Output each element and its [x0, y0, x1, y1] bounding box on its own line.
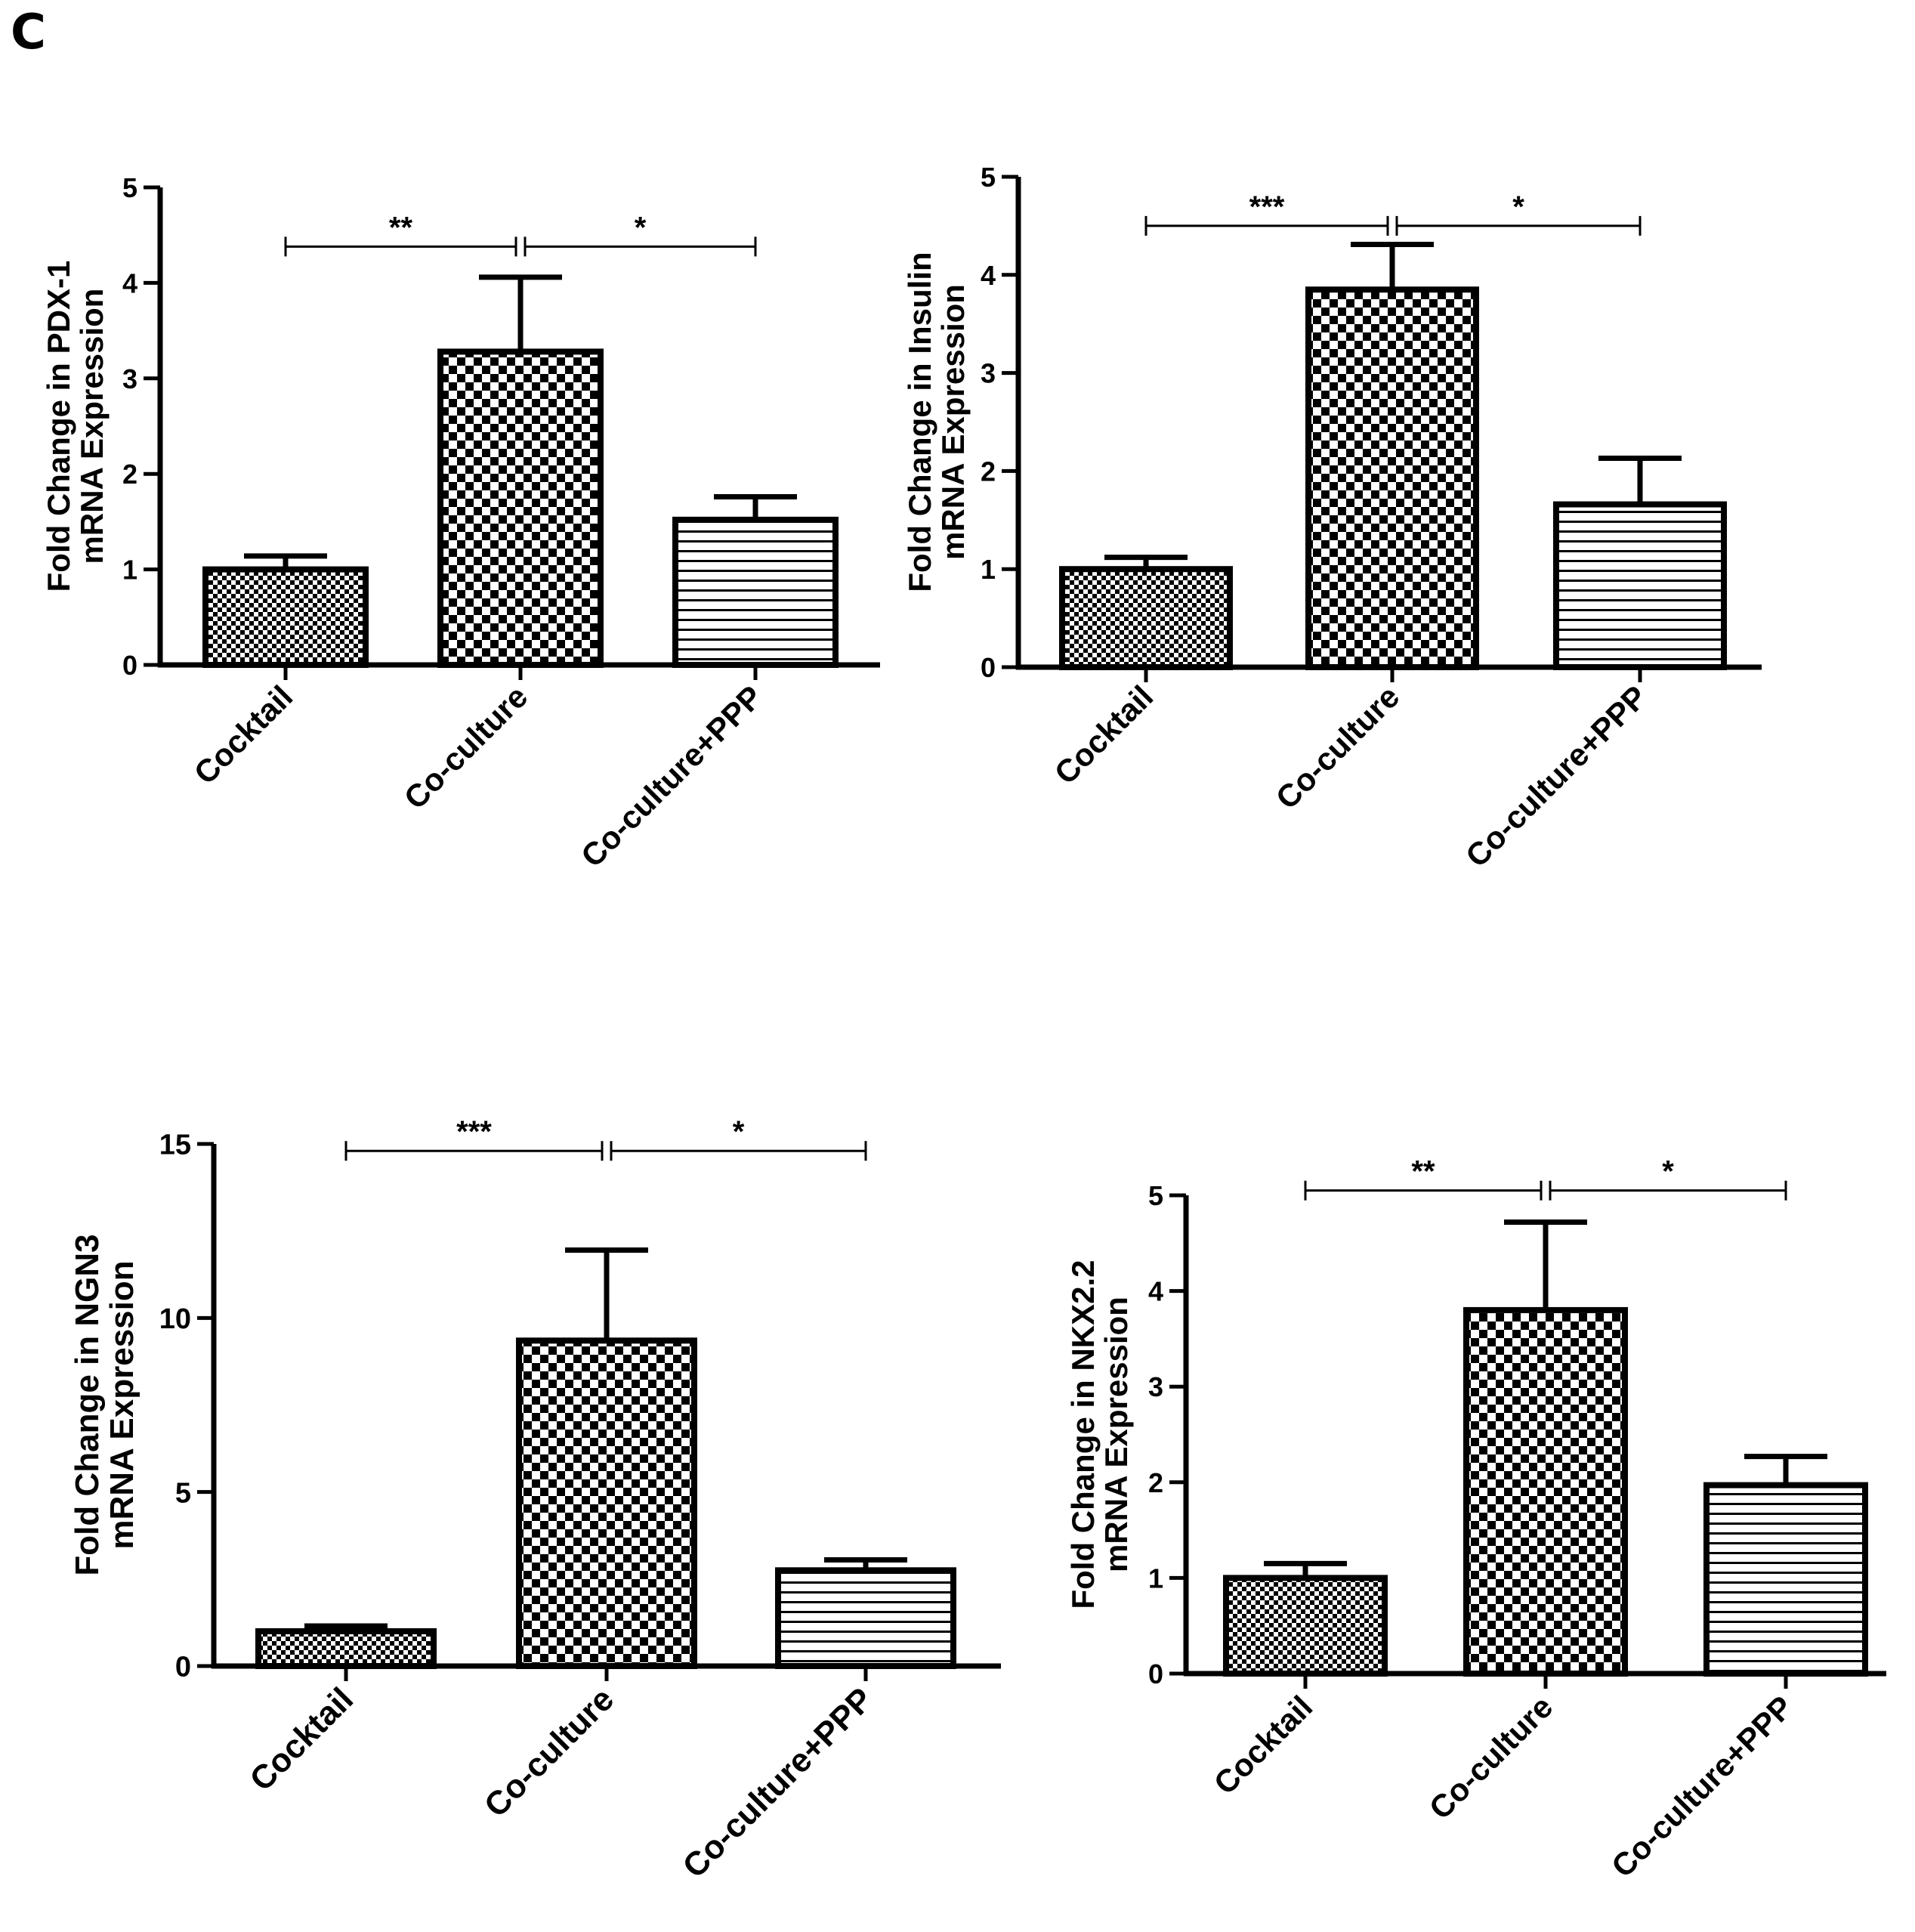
y-axis-title: Fold Change in NKX2.2mRNA Expression	[1065, 1260, 1134, 1609]
y-tick-label: 0	[175, 1652, 191, 1683]
y-axis-title-line: Fold Change in PDX-1	[41, 261, 76, 592]
y-tick-label: 4	[122, 267, 137, 298]
y-tick-label: 1	[1148, 1563, 1163, 1594]
y-tick-label: 2	[1148, 1467, 1163, 1498]
bar-cocktail	[1059, 566, 1233, 671]
x-tick-label: Co-culture	[477, 1680, 621, 1824]
x-tick-label: Cocktail	[242, 1680, 360, 1798]
x-tick-label: Cocktail	[1207, 1689, 1320, 1801]
significance-label: *	[1662, 1155, 1674, 1189]
bar-co-culture	[1305, 286, 1479, 670]
y-tick-label: 3	[122, 363, 137, 394]
x-tick-label: Co-culture	[1422, 1689, 1560, 1826]
y-tick-label: 2	[981, 456, 996, 487]
bar-co-culture-ppp	[1703, 1482, 1868, 1677]
chart-1: 0 1 2 3 4 5 Fold Change in PDX-1mRNA Expressio…	[41, 172, 880, 874]
bar-co-culture-ppp	[775, 1567, 956, 1669]
significance-label: **	[389, 211, 413, 244]
x-tick-label: Co-culture	[397, 679, 535, 816]
y-axis-title-line: Fold Change in NKX2.2	[1065, 1260, 1101, 1609]
panel-letter: C	[11, 5, 46, 60]
x-tick-label: Co-culture+PPP	[675, 1680, 880, 1885]
significance-label: *	[733, 1115, 745, 1148]
y-tick-label: 5	[1148, 1180, 1163, 1211]
chart-2: 0 1 2 3 4 5 Fold Change in InsulinmRNA Express…	[902, 162, 1762, 874]
y-tick-label: 5	[122, 172, 137, 203]
bar-co-culture	[516, 1337, 697, 1669]
y-tick-label: 5	[981, 162, 996, 193]
y-axis-title-line: Fold Change in NGN3	[69, 1234, 106, 1575]
y-axis-title: Fold Change in InsulinmRNA Expression	[902, 252, 971, 592]
bar-co-culture	[437, 348, 604, 668]
x-tick-label: Co-culture	[1269, 679, 1407, 816]
y-axis-title-line: Fold Change in Insulin	[902, 252, 937, 592]
y-tick-label: 0	[1148, 1658, 1163, 1689]
x-tick-label: Co-culture+PPP	[1605, 1689, 1800, 1884]
y-tick-label: 1	[981, 554, 996, 585]
significance-label: ***	[1249, 190, 1285, 224]
bar-cocktail	[202, 566, 369, 668]
y-axis-title-line: mRNA Expression	[74, 289, 110, 564]
y-axis-title: Fold Change in NGN3mRNA Expression	[69, 1234, 141, 1575]
x-tick-label: Co-culture+PPP	[574, 679, 770, 874]
y-tick-label: 0	[122, 650, 137, 681]
bar-co-culture-ppp	[1553, 501, 1727, 670]
bar-cocktail	[1223, 1575, 1388, 1677]
y-tick-label: 3	[981, 358, 996, 389]
y-tick-label: 2	[122, 459, 137, 490]
y-axis-title-line: mRNA Expression	[935, 284, 971, 560]
y-axis-title: Fold Change in PDX-1mRNA Expression	[41, 261, 110, 592]
y-axis-title-line: mRNA Expression	[103, 1260, 141, 1549]
significance-label: *	[635, 211, 647, 244]
significance-label: **	[1411, 1155, 1435, 1189]
bar-co-culture	[1463, 1306, 1628, 1677]
chart-3: 0 5 10 15 Fold Change in NGN3mRNA Expression…	[69, 1115, 1001, 1885]
x-tick-label: Cocktail	[187, 679, 300, 791]
y-tick-label: 0	[981, 652, 996, 683]
y-tick-label: 5	[175, 1477, 191, 1509]
significance-label: *	[1512, 190, 1524, 224]
y-tick-label: 3	[1148, 1371, 1163, 1402]
y-tick-label: 4	[981, 260, 996, 291]
x-tick-label: Co-culture+PPP	[1459, 679, 1654, 874]
y-tick-label: 15	[159, 1130, 191, 1161]
chart-4: 0 1 2 3 4 5 Fold Change in NKX2.2mRNA Expressi…	[1065, 1155, 1886, 1884]
y-axis-title-line: mRNA Expression	[1098, 1297, 1134, 1572]
significance-label: ***	[456, 1115, 492, 1148]
y-tick-label: 1	[122, 555, 137, 586]
bar-co-culture-ppp	[672, 516, 839, 669]
x-tick-label: Cocktail	[1048, 679, 1160, 791]
y-tick-label: 4	[1148, 1276, 1163, 1307]
y-tick-label: 10	[159, 1303, 191, 1335]
bar-cocktail	[255, 1628, 437, 1670]
